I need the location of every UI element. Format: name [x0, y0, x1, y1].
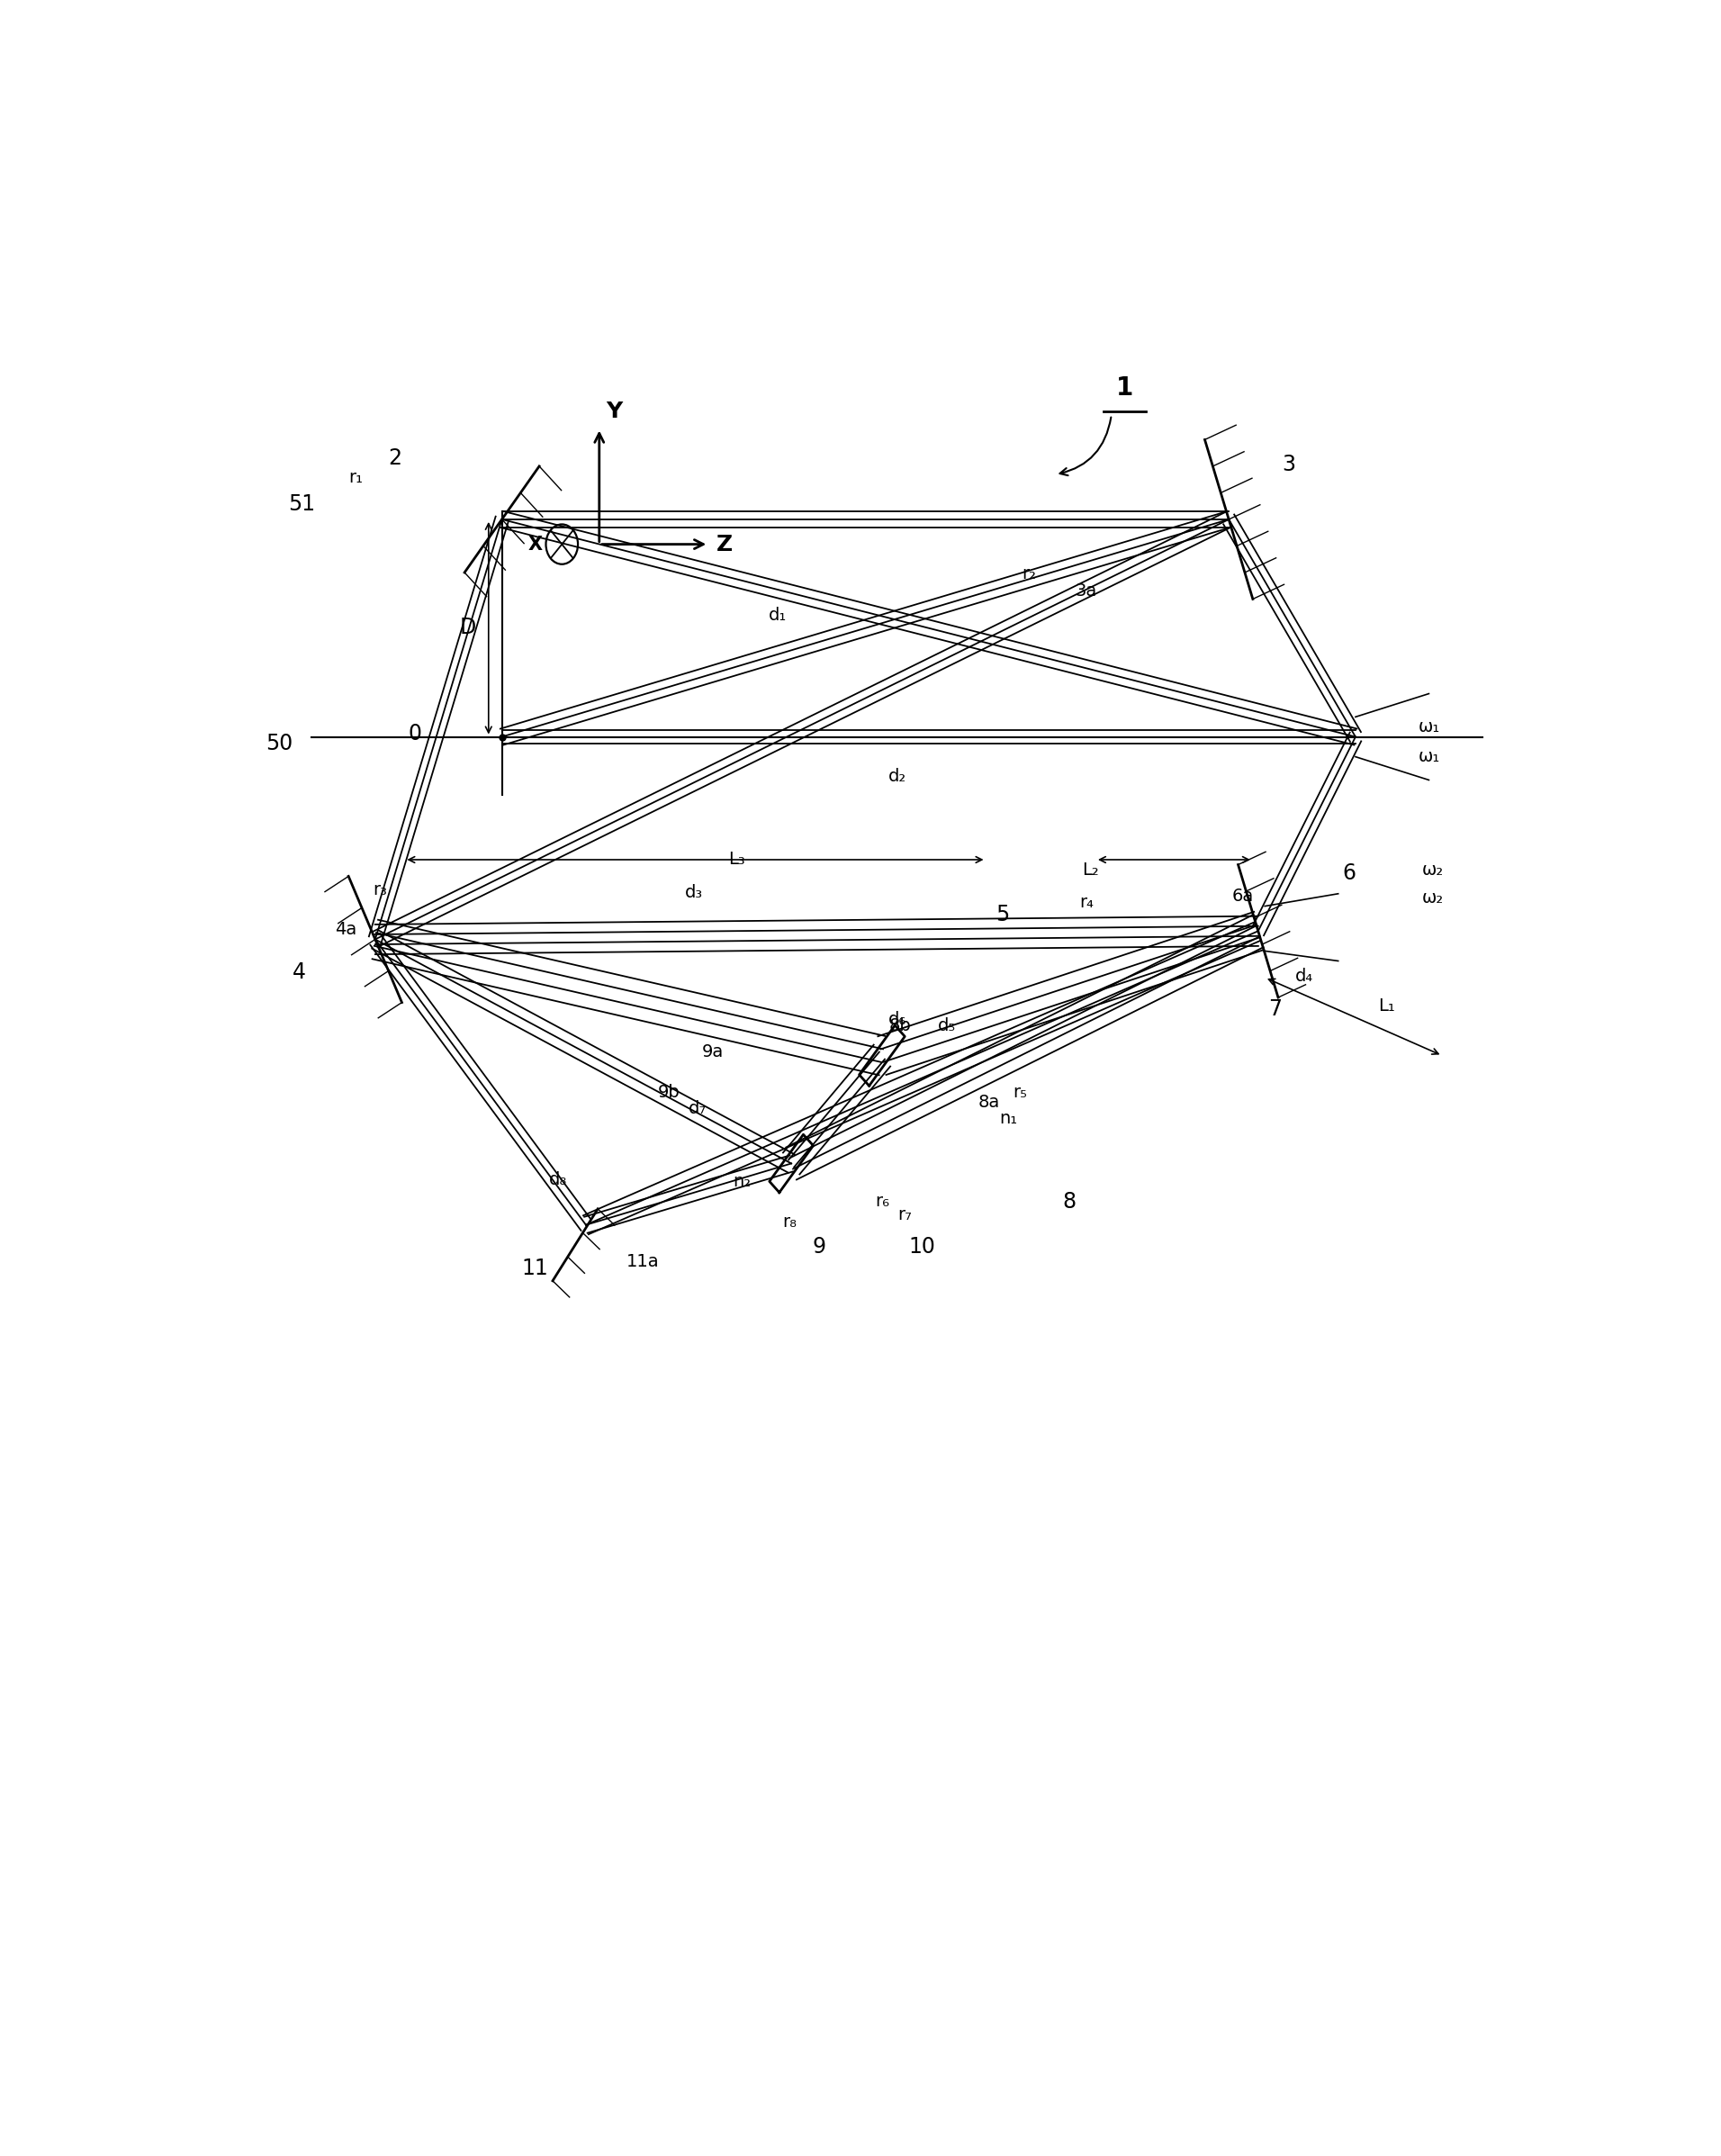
Text: r₅: r₅ — [1012, 1084, 1027, 1102]
Text: ω₂: ω₂ — [1422, 860, 1444, 877]
Text: d₁: d₁ — [769, 608, 786, 625]
Text: 4a: 4a — [336, 921, 356, 938]
Text: D: D — [460, 617, 475, 638]
Text: 1: 1 — [1117, 375, 1134, 401]
Text: 4: 4 — [293, 962, 306, 983]
Text: r₁: r₁ — [348, 470, 363, 487]
Text: L₂: L₂ — [1083, 860, 1100, 877]
Text: 11a: 11a — [626, 1253, 659, 1270]
Text: 51: 51 — [289, 494, 315, 515]
Text: 3a: 3a — [1076, 582, 1098, 599]
Text: ω₂: ω₂ — [1422, 888, 1444, 906]
Text: d₆: d₆ — [888, 1011, 907, 1028]
Text: d₂: d₂ — [888, 768, 907, 785]
Text: 6a: 6a — [1232, 888, 1253, 906]
Text: 50: 50 — [265, 733, 293, 755]
Text: n₂: n₂ — [733, 1173, 750, 1190]
Text: r₃: r₃ — [372, 882, 387, 899]
Text: X: X — [528, 535, 542, 554]
Text: r₂: r₂ — [1022, 565, 1036, 582]
Text: d₈: d₈ — [549, 1171, 566, 1188]
Text: L₃: L₃ — [728, 852, 745, 869]
FancyArrowPatch shape — [1060, 418, 1112, 476]
Text: ω₁: ω₁ — [1418, 718, 1440, 735]
Text: 0: 0 — [408, 722, 422, 744]
Text: d₅: d₅ — [938, 1018, 957, 1035]
Text: 6: 6 — [1342, 862, 1356, 884]
Text: 8: 8 — [1062, 1190, 1076, 1212]
Text: r₇: r₇ — [898, 1207, 912, 1222]
Text: L₁: L₁ — [1379, 998, 1396, 1013]
Text: d₄: d₄ — [1296, 968, 1313, 985]
Text: r₆: r₆ — [876, 1192, 890, 1210]
Text: 9b: 9b — [657, 1084, 680, 1102]
Text: 3: 3 — [1282, 453, 1296, 474]
Text: 7: 7 — [1268, 998, 1282, 1020]
Text: 8b: 8b — [888, 1018, 910, 1035]
Text: 10: 10 — [909, 1235, 936, 1257]
Text: 9a: 9a — [702, 1044, 725, 1061]
Text: 11: 11 — [521, 1257, 549, 1279]
Text: r₈: r₈ — [781, 1214, 797, 1231]
Text: 2: 2 — [389, 446, 403, 468]
Text: 8a: 8a — [978, 1093, 1000, 1110]
Text: ω₁: ω₁ — [1418, 748, 1440, 765]
Text: d₇: d₇ — [688, 1100, 707, 1117]
Text: n₁: n₁ — [1000, 1110, 1017, 1128]
Text: 9: 9 — [812, 1235, 826, 1257]
Text: Y: Y — [606, 401, 623, 423]
Text: Z: Z — [716, 533, 733, 554]
Text: 5: 5 — [995, 903, 1009, 925]
Text: d₃: d₃ — [685, 884, 702, 901]
Text: r₄: r₄ — [1079, 895, 1095, 912]
